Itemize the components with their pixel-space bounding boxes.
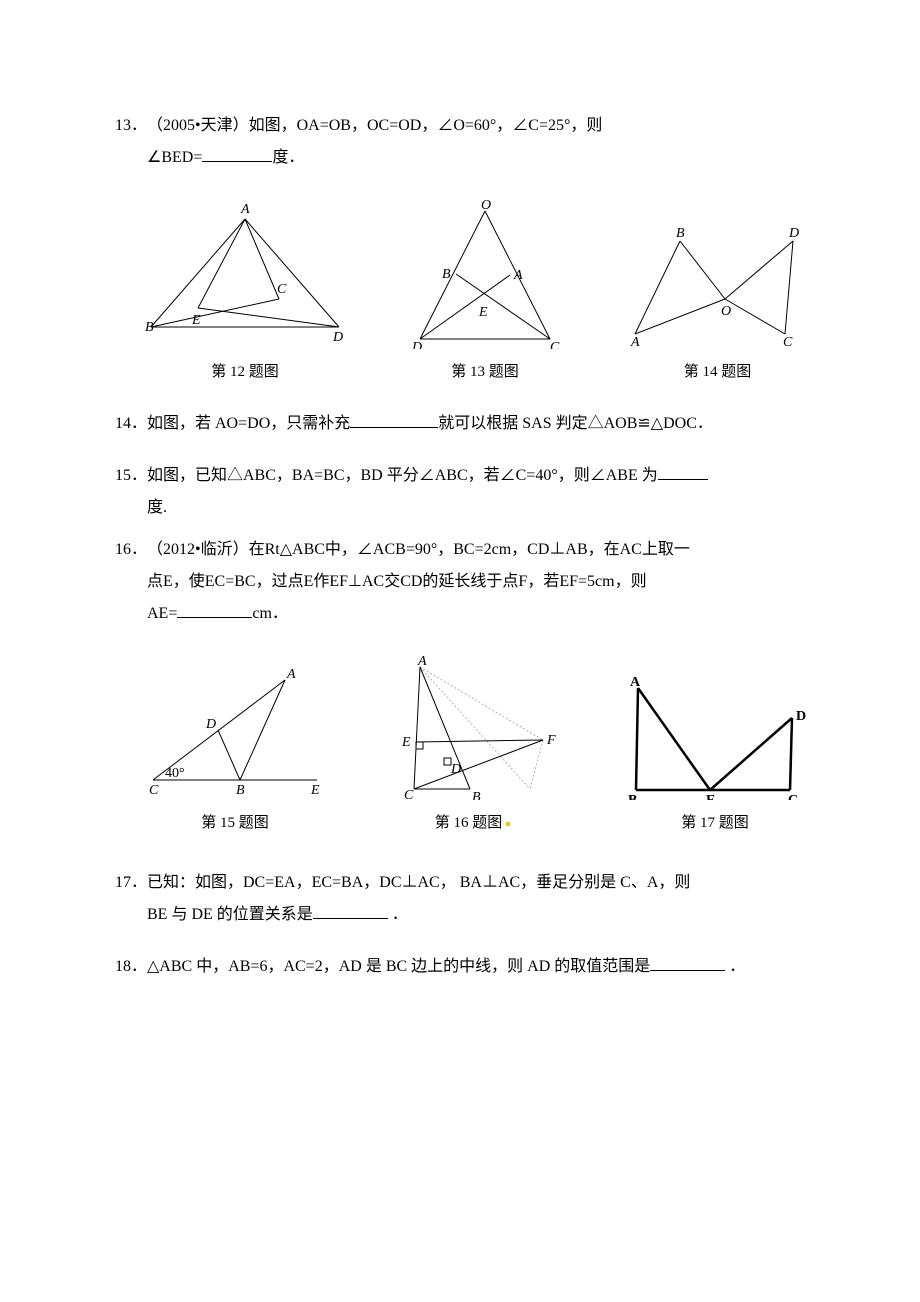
svg-text:E: E	[478, 305, 488, 320]
svg-text:A: A	[513, 268, 523, 283]
svg-text:D: D	[788, 226, 799, 241]
fig12-svg: A B C D E	[145, 199, 345, 349]
q14-after: 就可以根据 SAS 判定△AOB≌△DOC．	[438, 415, 713, 432]
figure-14: A B D C O 第 14 题图	[625, 219, 810, 387]
figure-17: A B E C D 第 17 题图	[620, 670, 810, 838]
svg-text:D: D	[796, 709, 806, 724]
q17-line1: 已知：如图，DC=EA，EC=BA，DC⊥AC， BA⊥AC，垂足分别是 C、A…	[147, 874, 690, 891]
svg-text:B: B	[472, 790, 481, 800]
svg-text:C: C	[149, 783, 159, 798]
svg-text:B: B	[676, 226, 685, 241]
q17-line2-after: ．	[388, 906, 408, 923]
svg-text:C: C	[788, 793, 798, 800]
q13-blank	[202, 143, 272, 162]
svg-text:C: C	[550, 340, 560, 349]
q16-blank	[177, 599, 252, 618]
svg-text:E: E	[401, 735, 411, 750]
svg-text:E: E	[191, 313, 201, 328]
q18-after: ．	[725, 958, 745, 975]
svg-text:A: A	[630, 335, 640, 349]
q14-before: 如图，若 AO=DO，只需补充	[147, 415, 350, 432]
svg-text:E: E	[706, 793, 715, 800]
q16-line2: 点E，使EC=BC，过点E作EF⊥AC交CD的延长线于点F，若EF=5cm，则	[115, 566, 820, 598]
q15-before: 如图，已知△ABC，BA=BC，BD 平分∠ABC，若∠C=40°，则∠ABE …	[147, 467, 658, 484]
q13-line2-before: ∠BED=	[147, 149, 202, 166]
q15-number: 15．	[115, 460, 147, 492]
question-14: 14．如图，若 AO=DO，只需补充 就可以根据 SAS 判定△AOB≌△DOC．	[115, 408, 820, 440]
fig16-svg: A C B E F D	[388, 655, 558, 800]
svg-text:O: O	[481, 199, 491, 213]
figure-12: A B C D E 第 12 题图	[145, 199, 345, 387]
q14-number: 14．	[115, 408, 147, 440]
svg-text:D: D	[205, 717, 216, 732]
question-18: 18．△ABC 中，AB=6，AC=2，AD 是 BC 边上的中线，则 AD 的…	[115, 951, 820, 983]
q16-line1: （2012•临沂）在Rt△ABC中，∠ACB=90°，BC=2cm，CD⊥AB，…	[147, 541, 690, 558]
figure-15: C B E A D 40° 第 15 题图	[145, 660, 325, 838]
svg-text:D: D	[450, 762, 461, 777]
q15-blank	[658, 461, 708, 480]
svg-text:O: O	[721, 304, 731, 319]
svg-text:E: E	[310, 783, 320, 798]
svg-text:A: A	[630, 675, 641, 690]
fig17-caption: 第 17 题图	[681, 808, 749, 838]
svg-text:C: C	[783, 335, 793, 349]
fig12-caption: 第 12 题图	[211, 357, 279, 387]
q13-number: 13．	[115, 110, 147, 142]
yellow-dot-icon	[506, 822, 510, 826]
q18-before: △ABC 中，AB=6，AC=2，AD 是 BC 边上的中线，则 AD 的取值范…	[147, 958, 650, 975]
page-content: 13．（2005•天津）如图，OA=OB，OC=OD，∠O=60°，∠C=25°…	[0, 0, 920, 1053]
figure-16: A C B E F D 第 16 题图	[388, 655, 558, 838]
q16-line3-after: cm．	[252, 605, 288, 622]
q15-line2: 度.	[115, 492, 820, 524]
question-17: 17．已知：如图，DC=EA，EC=BA，DC⊥AC， BA⊥AC，垂足分别是 …	[115, 867, 820, 931]
q16-line3: AE= cm．	[115, 598, 820, 630]
fig17-svg: A B E C D	[620, 670, 810, 800]
q17-line2-before: BE 与 DE 的位置关系是	[147, 906, 313, 923]
q14-blank	[350, 409, 438, 428]
fig15-svg: C B E A D 40°	[145, 660, 325, 800]
q17-blank	[313, 900, 388, 919]
svg-text:B: B	[628, 793, 637, 800]
svg-text:A: A	[240, 202, 250, 217]
svg-text:40°: 40°	[165, 766, 185, 781]
svg-text:F: F	[546, 733, 556, 748]
q16-line3-before: AE=	[147, 605, 177, 622]
fig13-svg: O B A D C E	[400, 199, 570, 349]
q13-line2-after: 度．	[272, 149, 304, 166]
svg-text:B: B	[145, 320, 154, 335]
q17-number: 17．	[115, 867, 147, 899]
question-16: 16．（2012•临沂）在Rt△ABC中，∠ACB=90°，BC=2cm，CD⊥…	[115, 534, 820, 630]
svg-text:A: A	[286, 667, 296, 682]
q13-line2: ∠BED= 度．	[115, 142, 820, 174]
svg-text:D: D	[332, 330, 343, 345]
svg-text:A: A	[417, 655, 427, 669]
fig16-caption: 第 16 题图	[435, 808, 511, 838]
q16-number: 16．	[115, 534, 147, 566]
fig13-caption: 第 13 题图	[451, 357, 519, 387]
svg-text:C: C	[404, 788, 414, 800]
q18-blank	[650, 952, 725, 971]
fig14-caption: 第 14 题图	[684, 357, 752, 387]
question-13: 13．（2005•天津）如图，OA=OB，OC=OD，∠O=60°，∠C=25°…	[115, 110, 820, 174]
q18-number: 18．	[115, 951, 147, 983]
svg-text:B: B	[442, 267, 451, 282]
svg-text:C: C	[277, 282, 287, 297]
q17-line2: BE 与 DE 的位置关系是 ．	[115, 899, 820, 931]
figure-13: O B A D C E 第 13 题图	[400, 199, 570, 387]
fig15-caption: 第 15 题图	[201, 808, 269, 838]
figure-row-2: C B E A D 40° 第 15 题图 A C B E F D 第 16 题图 A B E C D 第 …	[115, 640, 820, 843]
fig14-svg: A B D C O	[625, 219, 810, 349]
question-15: 15．如图，已知△ABC，BA=BC，BD 平分∠ABC，若∠C=40°，则∠A…	[115, 460, 820, 524]
svg-text:B: B	[236, 783, 245, 798]
figure-row-1: A B C D E 第 12 题图 O B A D C E 第 13 题图 A B D C O 第 14 …	[115, 184, 820, 392]
svg-text:D: D	[411, 340, 422, 349]
q13-line1: （2005•天津）如图，OA=OB，OC=OD，∠O=60°，∠C=25°，则	[147, 117, 602, 134]
